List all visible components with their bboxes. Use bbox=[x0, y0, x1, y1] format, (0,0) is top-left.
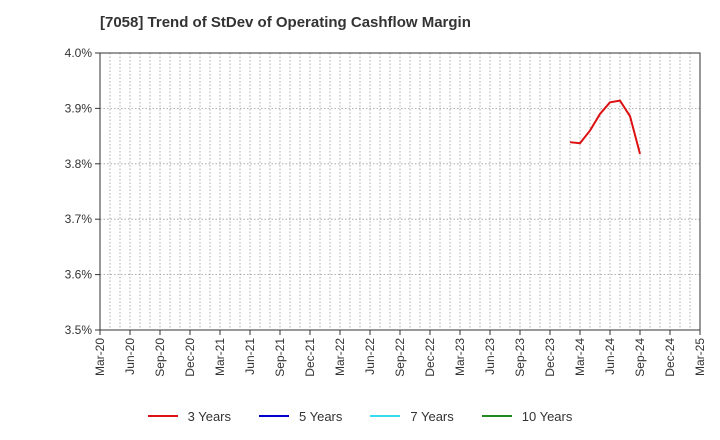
x-tick-label: Jun-23 bbox=[483, 338, 497, 375]
legend-item-5-years[interactable]: 5 Years bbox=[259, 409, 342, 424]
y-tick-label: 3.8% bbox=[65, 157, 93, 171]
x-tick-label: Mar-23 bbox=[453, 338, 467, 376]
x-tick-label: Dec-22 bbox=[423, 338, 437, 377]
x-tick-label: Jun-24 bbox=[603, 338, 617, 375]
x-tick-label: Jun-20 bbox=[123, 338, 137, 375]
x-tick-label: Jun-22 bbox=[363, 338, 377, 375]
x-tick-label: Dec-21 bbox=[303, 338, 317, 377]
legend-swatch-5-years bbox=[259, 415, 289, 417]
x-tick-label: Mar-25 bbox=[693, 338, 707, 376]
x-tick-label: Mar-21 bbox=[213, 338, 227, 376]
legend-label-5-years: 5 Years bbox=[299, 408, 343, 424]
legend-label-10-years: 10 Years bbox=[521, 408, 573, 424]
x-tick-label: Dec-24 bbox=[663, 338, 677, 377]
series-line-3-years bbox=[569, 99, 641, 155]
legend-item-7-years[interactable]: 7 Years bbox=[370, 408, 454, 424]
y-tick-label: 4.0% bbox=[65, 46, 93, 60]
legend-swatch-3-years bbox=[147, 415, 178, 417]
x-tick-label: Sep-23 bbox=[513, 338, 527, 377]
legend-item-10-years[interactable]: 10 Years bbox=[481, 408, 573, 424]
y-tick-label: 3.9% bbox=[65, 101, 93, 115]
y-axis: 3.5% 3.6% 3.7% 3.8% 3.9% 4.0% bbox=[65, 46, 100, 337]
x-tick-label: Mar-20 bbox=[93, 338, 107, 376]
y-tick-label: 3.7% bbox=[65, 212, 93, 226]
x-tick-label: Sep-24 bbox=[633, 338, 647, 377]
x-axis: Mar-20 Jun-20 Sep-20 Dec-20 Mar-21 Jun-21 Sep-… bbox=[93, 330, 707, 377]
grid bbox=[100, 53, 700, 330]
x-tick-label: Mar-22 bbox=[333, 338, 347, 376]
x-tick-label: Sep-22 bbox=[393, 338, 407, 377]
x-tick-label: Jun-21 bbox=[243, 338, 257, 375]
x-tick-label: Sep-21 bbox=[273, 338, 287, 377]
legend-swatch-10-years bbox=[481, 415, 512, 417]
legend-label-3-years: 3 Years bbox=[187, 408, 231, 424]
legend-label-7-years: 7 Years bbox=[410, 408, 454, 424]
x-tick-label: Dec-20 bbox=[183, 338, 197, 377]
y-tick-label: 3.5% bbox=[65, 323, 93, 337]
x-tick-label: Dec-23 bbox=[543, 338, 557, 377]
series-lines bbox=[569, 99, 641, 155]
legend-item-3-years[interactable]: 3 Years bbox=[147, 408, 231, 424]
legend-swatch-7-years bbox=[370, 415, 401, 417]
x-tick-label: Mar-24 bbox=[573, 338, 587, 376]
y-tick-label: 3.6% bbox=[65, 268, 93, 282]
legend: 3 Years 5 Years 7 Years 10 Years bbox=[0, 405, 720, 427]
x-tick-label: Sep-20 bbox=[153, 338, 167, 377]
chart-title: [7058] Trend of StDev of Operating Cashf… bbox=[100, 14, 471, 31]
